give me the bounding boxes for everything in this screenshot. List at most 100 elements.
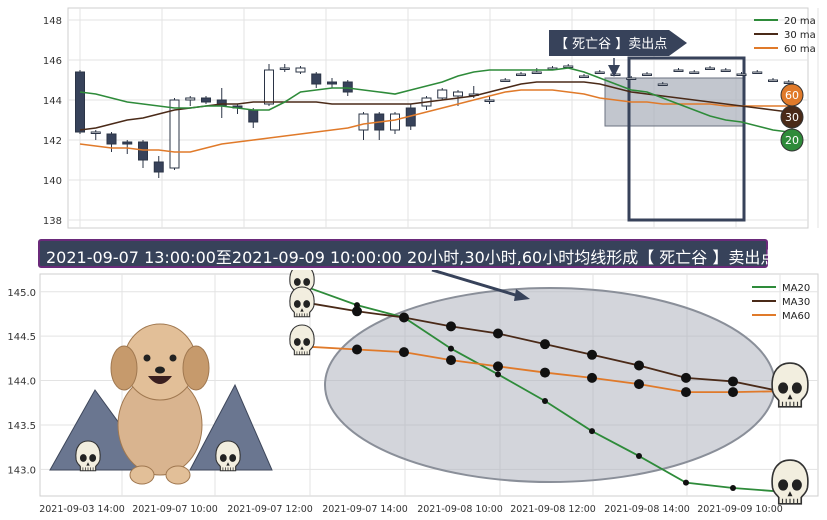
candle-body	[311, 73, 322, 85]
bottom-x-tick-label: 2021-09-07 14:00	[322, 504, 408, 515]
bottom-data-point	[587, 349, 597, 360]
top-y-tick-label: 138	[43, 216, 62, 227]
bottom-data-point	[540, 367, 550, 378]
top-legend-label: 20 ma	[784, 16, 816, 27]
death-valley-ellipse	[324, 287, 776, 483]
bottom-data-point	[352, 306, 362, 317]
bottom-x-tick-label: 2021-09-08 14:00	[604, 504, 690, 515]
bottom-data-point	[730, 485, 736, 492]
top-y-tick-label: 142	[43, 136, 62, 147]
bottom-y-tick-label: 143.5	[7, 421, 36, 432]
bottom-data-point	[636, 453, 642, 460]
bottom-data-point	[728, 387, 738, 398]
candle-body	[657, 83, 668, 86]
chart-title-banner: 2021-09-07 13:00:00至2021-09-09 10:00:00 …	[38, 239, 776, 268]
ma-badge	[780, 128, 804, 152]
candle-body	[516, 73, 526, 76]
bottom-data-point	[399, 347, 409, 358]
candle-body	[279, 67, 290, 70]
skull-icon	[289, 324, 315, 356]
ma-badge	[780, 105, 804, 129]
ma20-line	[79, 67, 789, 133]
poodle-nose	[155, 366, 165, 374]
top-y-tick-label: 140	[43, 176, 62, 187]
signal-banner-label: 【 死亡谷 】卖出点	[555, 37, 667, 52]
bottom-x-tick-label: 2021-09-03 14:00	[39, 504, 125, 515]
top-legend-label: 30 ma	[784, 30, 816, 41]
bottom-legend-label: MA30	[782, 297, 810, 308]
candle-body	[106, 133, 117, 145]
candle-body	[185, 97, 196, 101]
candlestick-chart: 138 140 142 144 146 148 20 ma 30 ma 60 ma 【 死亡谷 】…	[43, 7, 819, 229]
poodle-paw-right	[165, 465, 191, 485]
candle-body	[783, 81, 794, 84]
bottom-data-point	[540, 339, 550, 350]
candle-body	[610, 73, 621, 76]
bottom-x-tick-label: 2021-09-08 10:00	[417, 504, 503, 515]
candle-body	[169, 99, 180, 169]
candle-body	[90, 131, 101, 134]
bottom-data-point	[493, 361, 503, 372]
candle-body	[626, 77, 637, 80]
candle-body	[453, 91, 463, 97]
chart-title: 2021-09-07 13:00:00至2021-09-09 10:00:00 …	[46, 248, 777, 267]
skull-icon	[289, 286, 315, 318]
candle-body	[201, 97, 211, 103]
candle-body	[264, 69, 274, 105]
poodle-paw-left	[129, 465, 155, 485]
bottom-y-tick-label: 145.0	[7, 288, 36, 299]
signal-banner	[549, 30, 687, 56]
candle-body	[752, 71, 763, 74]
bottom-data-point	[448, 345, 454, 352]
candle-body	[122, 141, 133, 145]
poodle-eye-left	[143, 354, 151, 362]
skull-icon	[771, 362, 809, 408]
bottom-data-point	[352, 344, 362, 355]
candle-body	[327, 81, 337, 85]
signal-highlight-box	[627, 56, 746, 222]
bottom-y-tick-label: 143.0	[7, 465, 36, 476]
candle-body	[768, 79, 778, 82]
bottom-data-point	[446, 355, 456, 366]
candle-body	[358, 113, 369, 131]
candle-body	[642, 73, 652, 76]
bottom-data-point	[634, 360, 644, 371]
candle-body	[390, 113, 400, 131]
bottom-legend-label: MA20	[782, 283, 810, 294]
bottom-data-point	[681, 387, 691, 398]
moving-average-zoom-chart: 143.0 143.5 144.0 144.5 145.0 2021-09-03 14:0…	[7, 270, 819, 515]
bottom-data-point	[542, 397, 548, 404]
top-y-tick-label: 148	[43, 16, 62, 27]
candle-body	[705, 67, 715, 70]
bottom-data-point	[683, 479, 689, 486]
poodle-mouth	[148, 376, 172, 384]
skull-icon	[215, 440, 241, 472]
poodle-ear-left	[110, 345, 138, 391]
title-pointer-arrow	[431, 270, 523, 299]
poodle-illustration	[49, 323, 273, 485]
candle-body	[437, 89, 448, 99]
ma-badge-label: 20	[785, 134, 799, 147]
ma-badge-label: 30	[785, 111, 799, 124]
ma60-line	[79, 89, 789, 153]
skull-icon	[771, 459, 809, 505]
bottom-x-tick-label: 2021-09-07 10:00	[132, 504, 218, 515]
candle-body	[295, 67, 306, 73]
bottom-data-point	[446, 321, 456, 332]
bottom-y-tick-label: 144.5	[7, 332, 36, 343]
candle-body	[689, 71, 700, 74]
candle-body	[153, 161, 164, 173]
poodle-ear-right	[182, 345, 210, 391]
bottom-x-tick-label: 2021-09-08 12:00	[510, 504, 596, 515]
top-y-tick-label: 146	[43, 56, 62, 67]
candle-body	[720, 69, 731, 72]
candle-body	[500, 79, 511, 82]
candle-body	[248, 109, 259, 123]
candle-body	[138, 141, 148, 161]
candle-body	[75, 71, 85, 133]
ma-badge-label: 60	[785, 89, 799, 102]
candle-body	[484, 99, 495, 102]
bottom-data-point	[589, 428, 595, 435]
top-legend-label: 60 ma	[784, 44, 816, 55]
